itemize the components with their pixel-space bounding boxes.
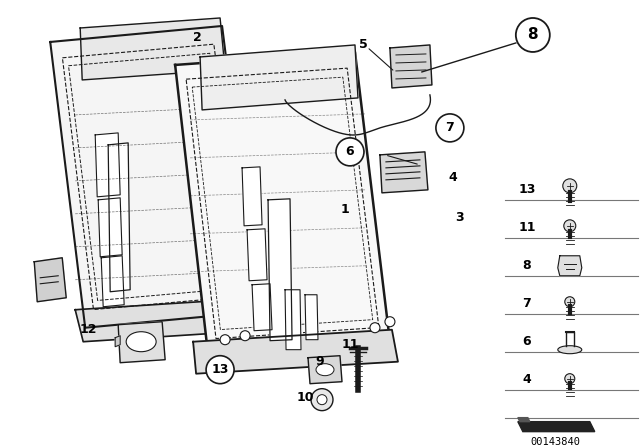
Text: 4: 4 [522,373,531,386]
Polygon shape [268,199,292,341]
Circle shape [206,356,234,383]
Polygon shape [518,422,595,431]
Polygon shape [558,256,582,276]
Circle shape [564,297,575,307]
Circle shape [370,323,380,333]
Ellipse shape [316,364,334,376]
Text: 11: 11 [341,338,359,351]
Ellipse shape [126,332,156,352]
Polygon shape [115,336,120,347]
Polygon shape [108,143,130,292]
Circle shape [563,179,577,193]
Text: 13: 13 [211,363,228,376]
Polygon shape [118,322,165,363]
Text: 7: 7 [522,297,531,310]
Circle shape [564,220,576,232]
Polygon shape [98,198,122,257]
Text: 00143840: 00143840 [531,437,580,447]
Text: 3: 3 [456,211,464,224]
Text: 1: 1 [340,203,349,216]
Text: 6: 6 [346,145,355,159]
Text: 4: 4 [449,171,457,184]
Circle shape [46,266,54,274]
Polygon shape [200,45,358,110]
Text: 8: 8 [522,259,531,272]
Polygon shape [518,418,530,422]
Circle shape [436,114,464,142]
Text: 9: 9 [316,355,324,368]
Polygon shape [285,290,301,350]
Polygon shape [80,18,225,80]
Text: 2: 2 [193,31,202,44]
Circle shape [311,389,333,411]
Text: 7: 7 [445,121,454,134]
Circle shape [564,374,575,383]
Polygon shape [193,330,398,374]
Polygon shape [35,258,66,302]
Circle shape [385,317,395,327]
Polygon shape [390,45,432,88]
Polygon shape [252,284,272,331]
Text: 13: 13 [518,183,536,196]
Ellipse shape [558,346,582,354]
Circle shape [317,395,327,405]
Text: 10: 10 [296,391,314,404]
Circle shape [516,18,550,52]
Polygon shape [308,356,342,383]
Circle shape [220,335,230,345]
Polygon shape [76,298,270,342]
Polygon shape [95,133,120,197]
Circle shape [105,53,115,63]
Circle shape [240,331,250,341]
Polygon shape [305,295,318,340]
Circle shape [46,288,54,296]
Polygon shape [50,26,258,328]
Text: 12: 12 [79,323,97,336]
Circle shape [336,138,364,166]
Text: 6: 6 [522,335,531,348]
Text: 5: 5 [358,39,367,52]
Polygon shape [101,256,124,307]
Polygon shape [175,52,390,355]
Text: 8: 8 [527,27,538,43]
Polygon shape [247,229,267,281]
Polygon shape [242,167,262,226]
Polygon shape [380,152,428,193]
Text: 11: 11 [518,221,536,234]
